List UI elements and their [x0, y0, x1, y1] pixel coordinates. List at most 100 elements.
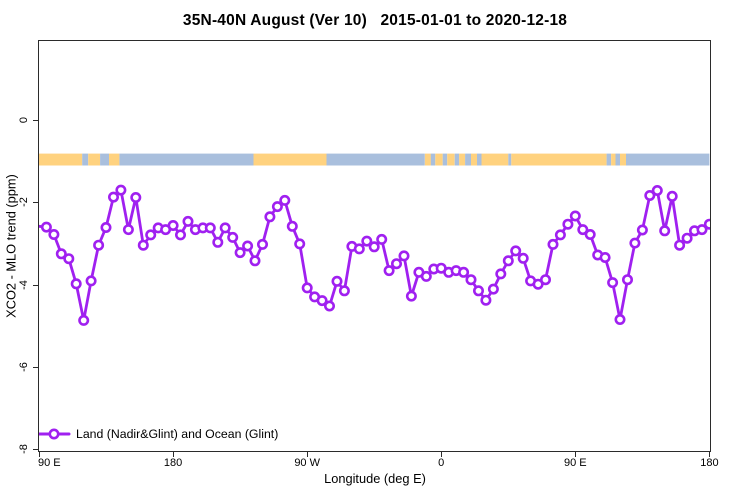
- chart-title: 35N-40N August (Ver 10) 2015-01-01 to 20…: [182, 12, 568, 29]
- y-axis-label: XCO2 - MLO trend (ppm): [3, 174, 19, 318]
- surface-band-segment-land: [447, 153, 455, 166]
- chart-canvas: [39, 153, 710, 440]
- data-point-marker: [554, 229, 566, 241]
- x-tick-label: 0: [438, 457, 445, 469]
- data-point-marker: [137, 239, 149, 251]
- data-point-marker: [286, 220, 298, 232]
- data-point-marker: [227, 231, 239, 243]
- surface-band-segment-ocean: [606, 153, 612, 166]
- data-point-marker: [175, 229, 187, 241]
- y-tick-mark: [33, 120, 38, 122]
- y-tick-label: 0: [18, 117, 30, 124]
- data-point-marker: [130, 192, 142, 204]
- data-point-marker: [517, 252, 529, 264]
- legend-marker: [48, 428, 60, 440]
- data-point-marker: [487, 283, 499, 295]
- data-point-marker: [666, 190, 678, 202]
- legend-label: Land (Nadir&Glint) and Ocean (Glint): [76, 427, 279, 441]
- data-point-marker: [78, 314, 90, 326]
- surface-band-segment-land: [39, 153, 83, 166]
- x-tick-mark: [307, 452, 309, 457]
- x-tick-label: 180: [163, 457, 183, 469]
- x-tick-label: 180: [700, 457, 719, 469]
- surface-band-segment-ocean: [626, 153, 710, 166]
- y-tick-label: -4: [18, 279, 30, 290]
- data-point-marker: [204, 222, 216, 234]
- data-point-marker: [234, 247, 246, 259]
- surface-band-segment-ocean: [100, 153, 109, 166]
- data-point-marker: [145, 229, 157, 241]
- data-point-marker: [368, 241, 380, 253]
- data-point-marker: [547, 238, 559, 250]
- surface-band-segment-land: [481, 153, 509, 166]
- data-point-marker: [621, 274, 633, 286]
- surface-band-segment-land: [611, 153, 616, 166]
- x-tick-label: 90 W: [294, 457, 320, 469]
- surface-band-segment-ocean: [119, 153, 254, 166]
- data-point-marker: [659, 225, 671, 237]
- data-point-marker: [584, 229, 596, 241]
- data-point-marker: [532, 278, 544, 290]
- surface-band-segment-land: [88, 153, 101, 166]
- data-point-marker: [93, 239, 105, 251]
- x-tick-mark: [39, 452, 40, 457]
- surface-band-segment-ocean: [430, 153, 436, 166]
- data-point-marker: [249, 255, 261, 267]
- data-point-marker: [376, 233, 388, 245]
- surface-band-segment-land: [471, 153, 477, 166]
- data-point-marker: [383, 265, 395, 277]
- data-point-marker: [338, 285, 350, 297]
- data-point-marker: [108, 191, 120, 203]
- data-point-marker: [458, 266, 470, 278]
- data-point-marker: [495, 268, 507, 280]
- data-point-marker: [696, 224, 708, 236]
- x-tick-label: 90 E: [38, 457, 61, 469]
- data-point-marker: [502, 255, 514, 267]
- data-point-marker: [674, 239, 686, 251]
- surface-band-segment-land: [435, 153, 443, 166]
- data-point-marker: [63, 253, 75, 265]
- data-point-marker: [405, 290, 417, 302]
- data-point-marker: [323, 300, 335, 312]
- data-point-marker: [636, 224, 648, 236]
- x-tick-mark: [709, 452, 711, 457]
- data-point-marker: [644, 190, 656, 202]
- x-tick-mark: [575, 452, 577, 457]
- data-point-marker: [353, 243, 365, 255]
- surface-band-segment-ocean: [442, 153, 448, 166]
- plot-area: Land (Nadir&Glint) and Ocean (Glint): [38, 40, 711, 452]
- data-point-marker: [390, 258, 402, 270]
- surface-band-segment-ocean: [454, 153, 460, 166]
- data-point-marker: [398, 250, 410, 262]
- data-point-marker: [316, 295, 328, 307]
- surface-band-segment-land: [109, 153, 120, 166]
- data-point-marker: [294, 238, 306, 250]
- data-point-marker: [70, 278, 82, 290]
- data-point-marker: [115, 184, 127, 196]
- data-point-marker: [301, 282, 313, 294]
- data-point-marker: [40, 221, 52, 233]
- data-point-marker: [465, 274, 477, 286]
- surface-band-segment-ocean: [477, 153, 482, 166]
- x-tick-label: 90 E: [563, 457, 587, 469]
- surface-band-segment-land: [620, 153, 626, 166]
- data-point-marker: [651, 185, 663, 197]
- data-point-marker: [703, 218, 710, 230]
- surface-band-segment-ocean: [508, 153, 512, 166]
- data-point-marker: [599, 252, 611, 264]
- data-point-marker: [569, 210, 581, 222]
- x-tick-mark: [173, 452, 175, 457]
- y-tick-mark: [33, 202, 38, 204]
- data-point-marker: [257, 238, 269, 250]
- x-tick-mark: [441, 452, 443, 457]
- data-point-marker: [510, 245, 522, 257]
- surface-band-segment-land: [511, 153, 607, 166]
- data-point-marker: [122, 224, 134, 236]
- data-point-marker: [182, 215, 194, 227]
- surface-band-segment-ocean: [465, 153, 472, 166]
- data-point-marker: [539, 274, 551, 286]
- x-axis-label: Longitude (deg E): [324, 471, 426, 486]
- data-point-marker: [48, 229, 60, 241]
- data-point-marker: [279, 194, 291, 206]
